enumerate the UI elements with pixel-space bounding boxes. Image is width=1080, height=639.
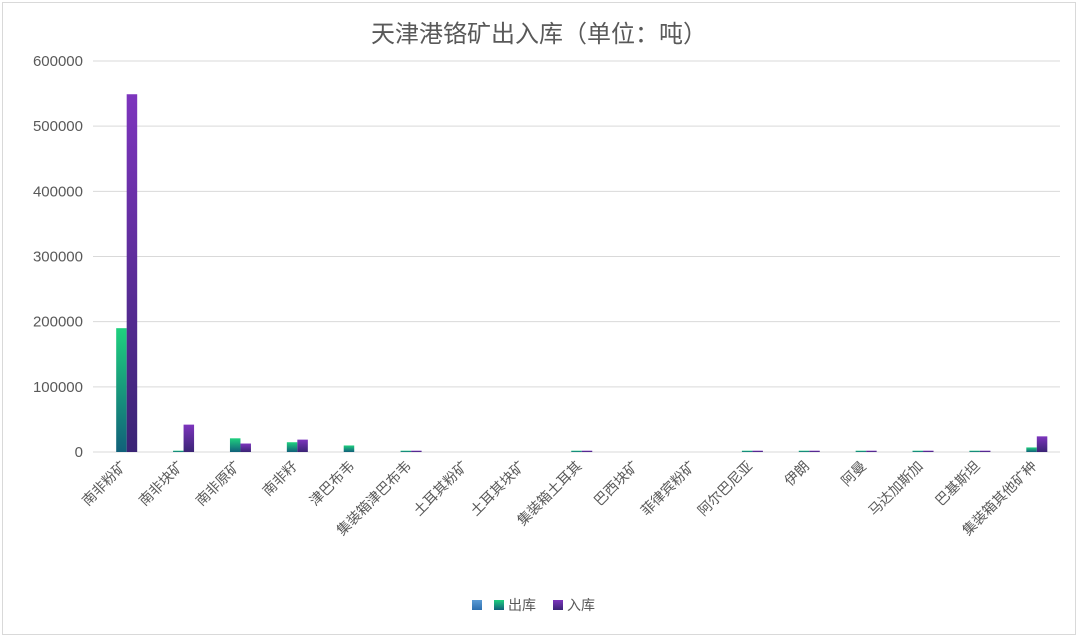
legend-swatch-2 — [553, 600, 563, 610]
legend-swatch-0 — [472, 600, 482, 610]
bar-series-1-13 — [855, 450, 867, 452]
bar-series-2-3 — [297, 439, 308, 452]
legend-swatch-1 — [494, 600, 504, 610]
legend-label-1: 出库 — [508, 598, 536, 614]
bar-series-1-8 — [571, 450, 582, 452]
bar-series-1-14 — [912, 450, 924, 452]
y-tick-label: 100000 — [33, 379, 83, 396]
bar-series-1-0 — [116, 328, 127, 452]
x-tick-label: 津巴布韦 — [307, 459, 358, 510]
chart-title: 天津港铬矿出入库（单位：吨） — [371, 20, 707, 48]
bar-series-2-8 — [581, 450, 593, 452]
bar-series-2-15 — [979, 450, 991, 452]
bar-series-1-11 — [741, 450, 753, 452]
x-tick-label: 南非块矿 — [136, 459, 187, 510]
x-tick-label: 伊朗 — [782, 459, 813, 490]
y-tick-label: 500000 — [33, 118, 83, 135]
x-tick-label: 菲律宾粉矿 — [638, 459, 699, 520]
y-tick-label: 400000 — [33, 183, 83, 200]
y-tick-label: 0 — [75, 444, 83, 461]
bar-series-2-12 — [809, 450, 820, 452]
bar-series-1-15 — [969, 450, 980, 452]
bar-series-2-13 — [866, 450, 877, 452]
bar-series-1-1 — [173, 450, 184, 452]
bar-series-1-5 — [400, 450, 412, 452]
x-tick-label: 南非原矿 — [193, 459, 244, 510]
bar-series-1-2 — [229, 438, 241, 452]
x-tick-label: 南非籽 — [260, 459, 301, 500]
bar-series-1-12 — [798, 450, 810, 452]
y-tick-label: 200000 — [33, 314, 83, 331]
x-tick-label: 南非粉矿 — [79, 459, 130, 510]
bar-series-2-5 — [411, 450, 422, 452]
legend-label-2: 入库 — [567, 598, 595, 614]
bar-series-2-2 — [240, 443, 251, 452]
x-tick-label: 阿曼 — [839, 459, 870, 490]
bar-series-2-0 — [126, 94, 138, 453]
y-tick-label: 300000 — [33, 249, 83, 266]
x-tick-label: 土耳其粉矿 — [411, 459, 472, 520]
bar-series-2-16 — [1036, 436, 1048, 452]
x-tick-label: 阿尔巴尼亚 — [695, 459, 756, 520]
bar-series-1-3 — [286, 442, 298, 452]
x-tick-label: 马达加斯加 — [866, 459, 927, 520]
x-tick-label: 巴基斯坦 — [932, 458, 984, 510]
bar-series-2-14 — [923, 450, 934, 452]
bar-series-1-4 — [343, 445, 355, 452]
bar-series-2-1 — [183, 424, 195, 452]
bar-series-2-11 — [752, 450, 763, 452]
bar-series-1-16 — [1026, 447, 1037, 452]
x-tick-label: 巴西块矿 — [591, 459, 642, 510]
x-tick-label: 土耳其块矿 — [468, 459, 529, 520]
y-tick-label: 600000 — [33, 53, 83, 70]
